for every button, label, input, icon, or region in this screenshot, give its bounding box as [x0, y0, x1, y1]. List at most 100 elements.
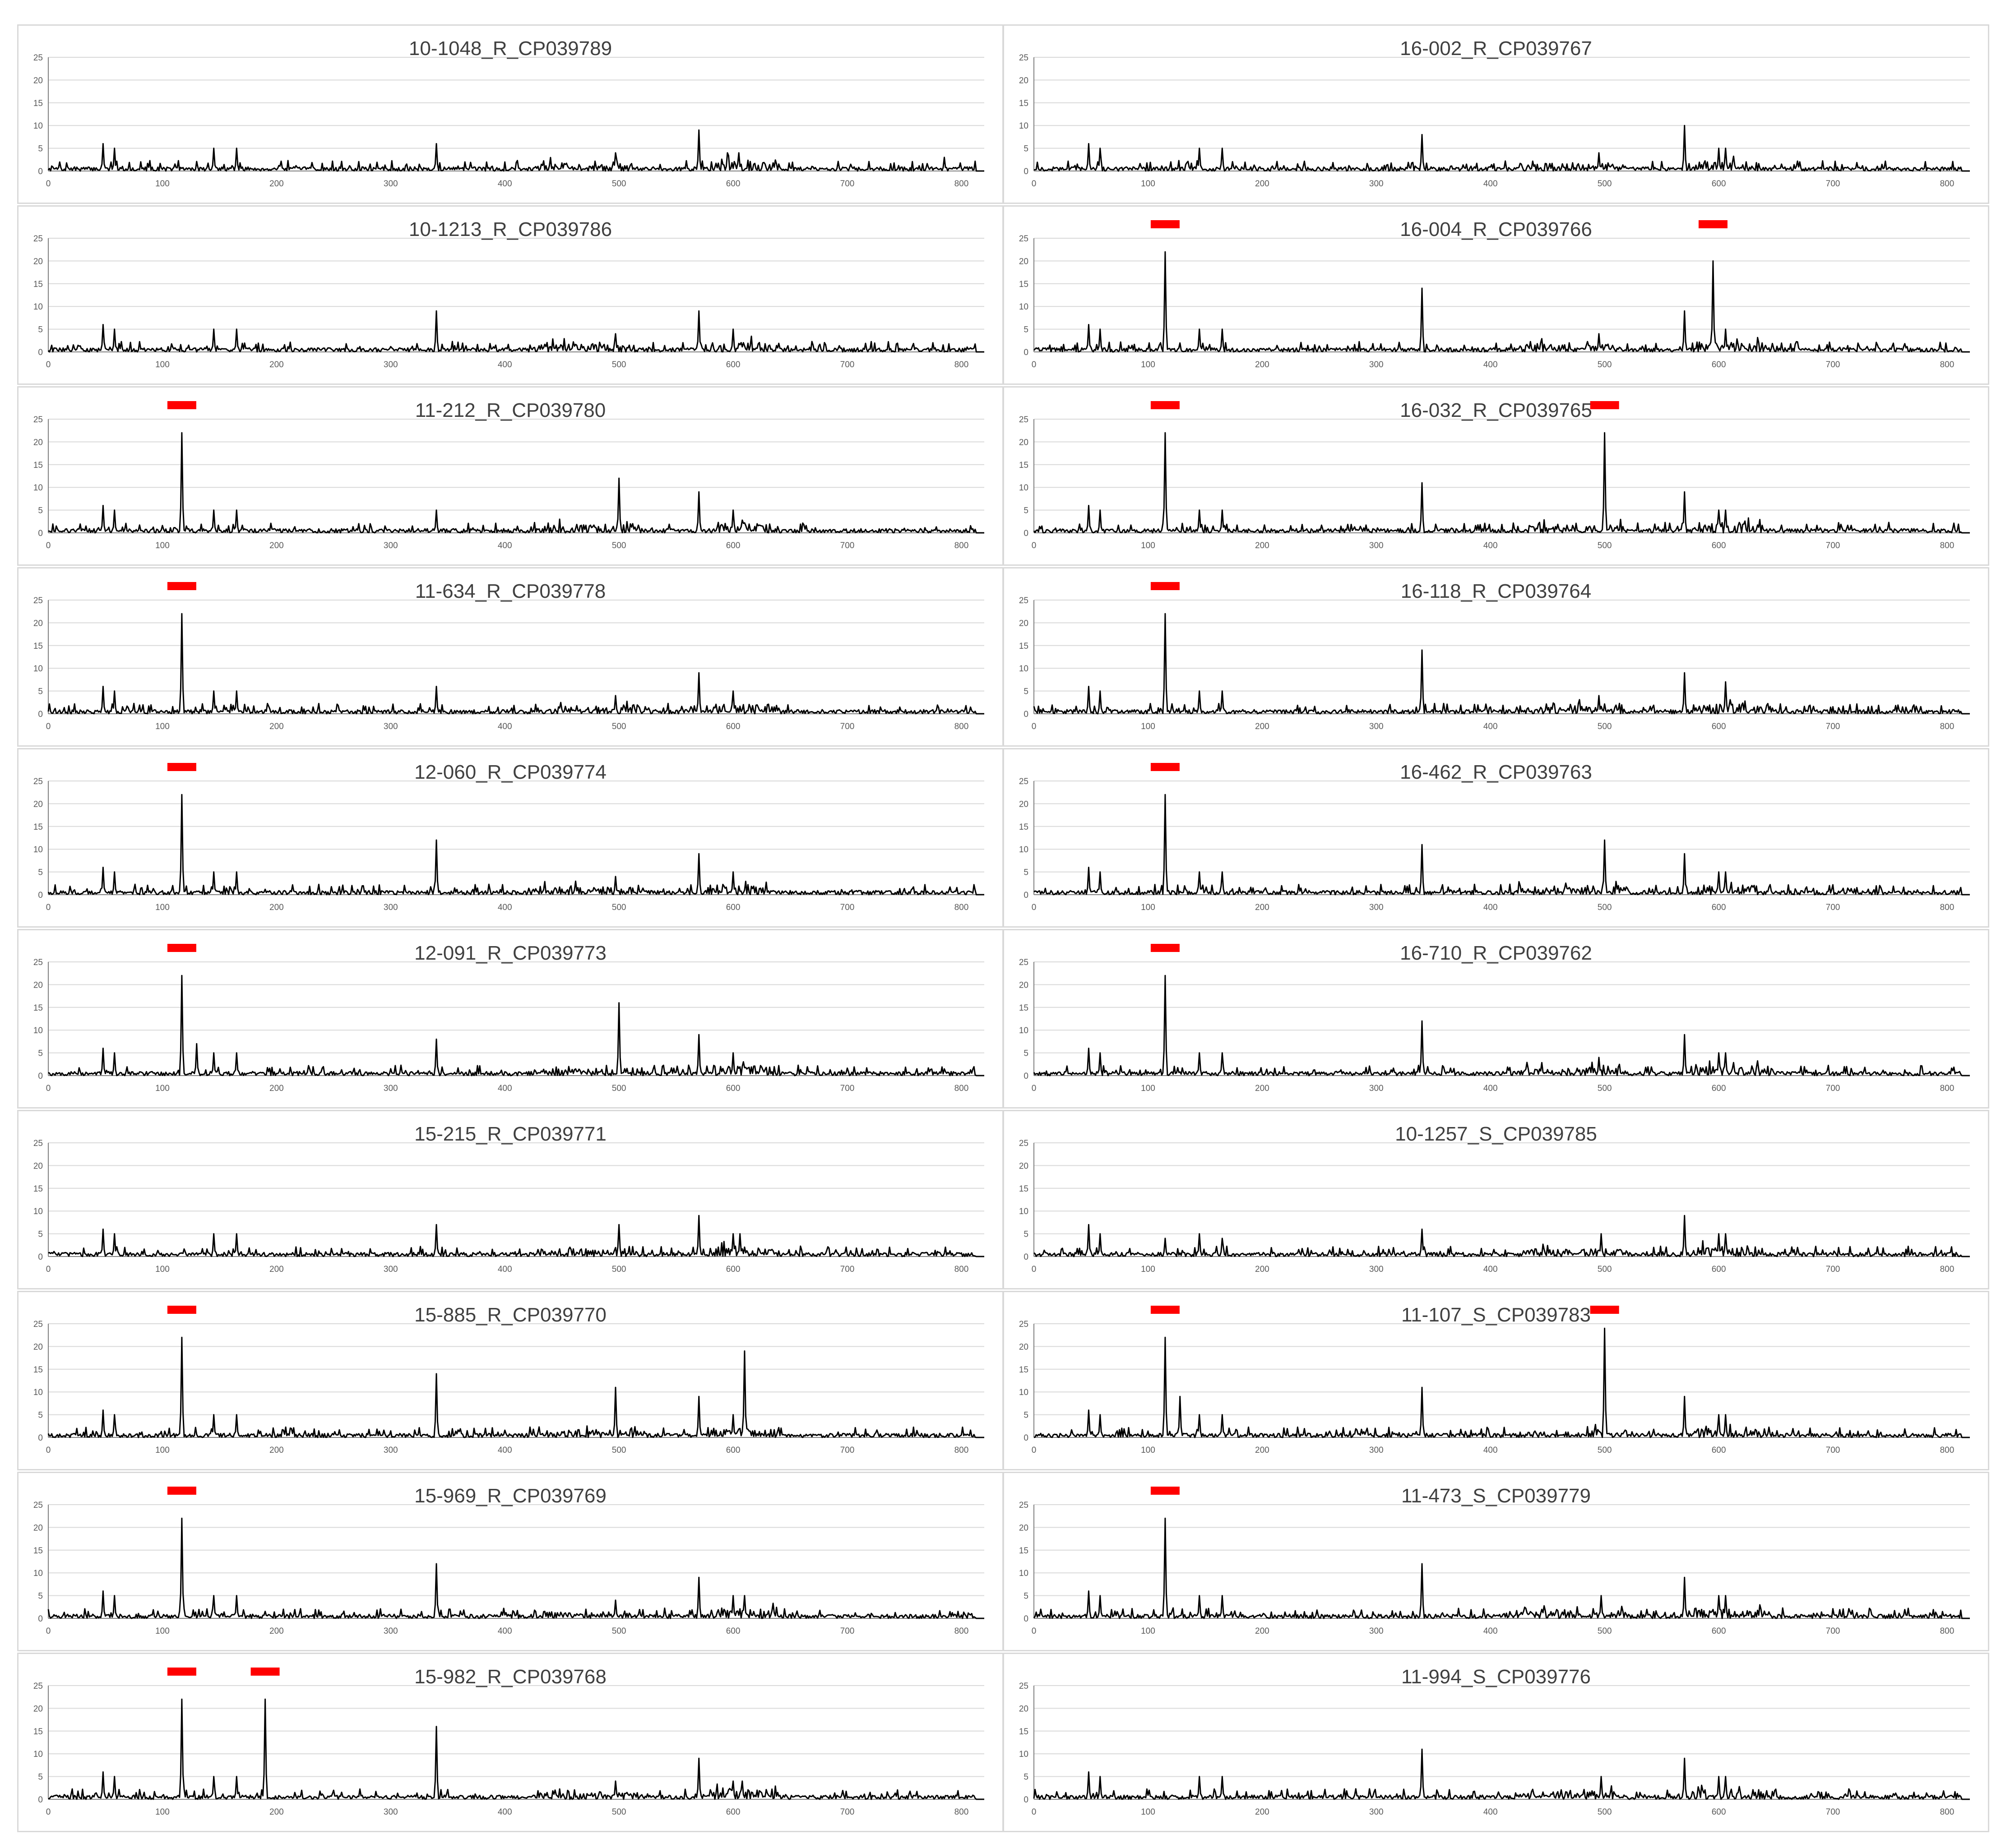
- x-tick-label: 100: [155, 1084, 170, 1093]
- chart-title: 11-634_R_CP039778: [415, 580, 606, 602]
- x-tick-label: 800: [954, 1626, 969, 1636]
- x-tick-label: 100: [1141, 722, 1155, 731]
- x-tick-label: 700: [1826, 1084, 1840, 1093]
- x-tick-label: 300: [1369, 722, 1384, 731]
- x-tick-label: 400: [1483, 360, 1498, 370]
- chart-title: 10-1048_R_CP039789: [408, 37, 612, 60]
- y-tick-label: 25: [1019, 1682, 1028, 1691]
- x-tick-label: 700: [840, 179, 855, 189]
- x-tick-label: 200: [1255, 1446, 1269, 1455]
- chart-panel: 0 5 10 15 20 25 0 100 200 300 400 500 600 700 800 12-06…: [17, 748, 1004, 928]
- x-tick-label: 100: [1141, 360, 1155, 370]
- y-tick-label: 10: [33, 1026, 43, 1035]
- chart-panel: 0 5 10 15 20 25 0 100 200 300 400 500 600 700 800 15-88…: [17, 1291, 1004, 1470]
- x-tick-label: 100: [1141, 1446, 1155, 1455]
- y-tick-label: 20: [1019, 1704, 1028, 1714]
- coverage-series-line: [1033, 1748, 1970, 1800]
- coverage-series-line: [48, 1698, 984, 1800]
- peak-marker: [167, 1668, 196, 1676]
- x-tick-label: 300: [384, 1626, 398, 1636]
- y-tick-label: 15: [33, 822, 43, 832]
- x-tick-label: 700: [840, 1084, 855, 1093]
- y-tick-label: 20: [1019, 1161, 1028, 1171]
- x-tick-label: 600: [726, 179, 741, 189]
- y-tick-label: 15: [1019, 1727, 1028, 1737]
- x-tick-label: 800: [954, 179, 969, 189]
- x-tick-label: 500: [1598, 722, 1612, 731]
- x-tick-label: 600: [726, 1626, 741, 1636]
- y-tick-label: 20: [1019, 799, 1028, 809]
- y-tick-label: 10: [1019, 664, 1028, 674]
- chart-svg: 0 5 10 15 20 25 0 100 200 300 400 500 600 700 800: [33, 53, 984, 189]
- x-tick-label: 600: [726, 722, 741, 731]
- coverage-series-line: [1033, 794, 1970, 896]
- x-tick-label: 200: [1255, 722, 1269, 731]
- x-tick-label: 400: [498, 1265, 512, 1274]
- x-tick-label: 100: [155, 179, 170, 189]
- y-tick-label: 20: [33, 257, 43, 266]
- y-tick-label: 0: [1024, 1795, 1028, 1805]
- coverage-series-line: [47, 129, 984, 172]
- x-tick-label: 600: [1712, 541, 1726, 550]
- y-tick-label: 15: [33, 1365, 43, 1375]
- x-tick-label: 300: [384, 1084, 398, 1093]
- chart-svg: 0 5 10 15 20 25 0 100 200 300 400 500 600 700 800: [33, 1306, 984, 1455]
- y-tick-label: 15: [33, 1727, 43, 1737]
- y-tick-label: 20: [33, 1161, 43, 1171]
- coverage-series-line: [48, 432, 984, 534]
- chart-svg: 0 5 10 15 20 25 0 100 200 300 400 500 600 700 800: [1019, 1487, 1970, 1636]
- x-tick-label: 300: [384, 1446, 398, 1455]
- x-tick-label: 400: [498, 541, 512, 550]
- y-tick-label: 0: [1024, 891, 1028, 900]
- coverage-series-line: [1033, 432, 1970, 534]
- y-tick-label: 0: [1024, 1614, 1028, 1624]
- x-tick-label: 400: [498, 1626, 512, 1636]
- x-tick-label: 400: [498, 903, 512, 912]
- y-tick-label: 20: [33, 1342, 43, 1352]
- x-tick-label: 400: [1483, 1807, 1498, 1817]
- chart-title: 16-710_R_CP039762: [1400, 942, 1592, 964]
- y-tick-label: 5: [1024, 1049, 1028, 1058]
- chart-svg: 0 5 10 15 20 25 0 100 200 300 400 500 600 700 800: [33, 763, 984, 912]
- y-tick-label: 15: [33, 642, 43, 651]
- x-tick-label: 500: [1598, 1807, 1612, 1817]
- x-tick-label: 700: [1826, 1807, 1840, 1817]
- x-tick-label: 600: [726, 1446, 741, 1455]
- x-tick-label: 200: [1255, 903, 1269, 912]
- y-tick-label: 10: [1019, 302, 1028, 312]
- x-tick-label: 100: [1141, 903, 1155, 912]
- chart-panel: 0 5 10 15 20 25 0 100 200 300 400 500 600 700 800 16-00…: [1003, 24, 1989, 204]
- y-tick-label: 25: [33, 415, 43, 425]
- y-tick-label: 20: [1019, 619, 1028, 628]
- x-tick-label: 700: [1826, 722, 1840, 731]
- y-tick-label: 25: [1019, 1139, 1028, 1148]
- peak-marker: [167, 763, 196, 771]
- chart-title: 15-969_R_CP039769: [414, 1485, 607, 1507]
- peak-marker: [1150, 1487, 1180, 1495]
- x-tick-label: 500: [612, 1446, 626, 1455]
- x-tick-label: 500: [612, 541, 626, 550]
- chart-panel: 0 5 10 15 20 25 0 100 200 300 400 500 600 700 800 16-71…: [1003, 929, 1989, 1109]
- x-tick-label: 400: [1483, 1446, 1498, 1455]
- x-tick-label: 600: [1712, 179, 1726, 189]
- x-tick-label: 0: [46, 1626, 51, 1636]
- chart-svg: 0 5 10 15 20 25 0 100 200 300 400 500 600 700 800: [1019, 944, 1970, 1093]
- chart-title: 10-1257_S_CP039785: [1395, 1123, 1597, 1145]
- x-tick-label: 300: [1369, 1446, 1384, 1455]
- y-tick-label: 10: [1019, 1569, 1028, 1578]
- y-tick-label: 10: [33, 1388, 43, 1397]
- y-tick-label: 25: [33, 1139, 43, 1148]
- y-tick-label: 25: [33, 1501, 43, 1510]
- y-tick-label: 10: [33, 664, 43, 674]
- x-tick-label: 600: [1712, 1626, 1726, 1636]
- chart-title: 15-885_R_CP039770: [414, 1304, 607, 1326]
- y-tick-label: 25: [1019, 1501, 1028, 1510]
- x-tick-label: 300: [1369, 1265, 1384, 1274]
- x-tick-label: 200: [269, 360, 284, 370]
- y-tick-label: 25: [1019, 1320, 1028, 1329]
- x-tick-label: 400: [1483, 1084, 1498, 1093]
- chart-title: 11-473_S_CP039779: [1401, 1485, 1591, 1507]
- x-tick-label: 100: [155, 360, 170, 370]
- y-tick-label: 0: [38, 348, 43, 357]
- x-tick-label: 200: [269, 1807, 284, 1817]
